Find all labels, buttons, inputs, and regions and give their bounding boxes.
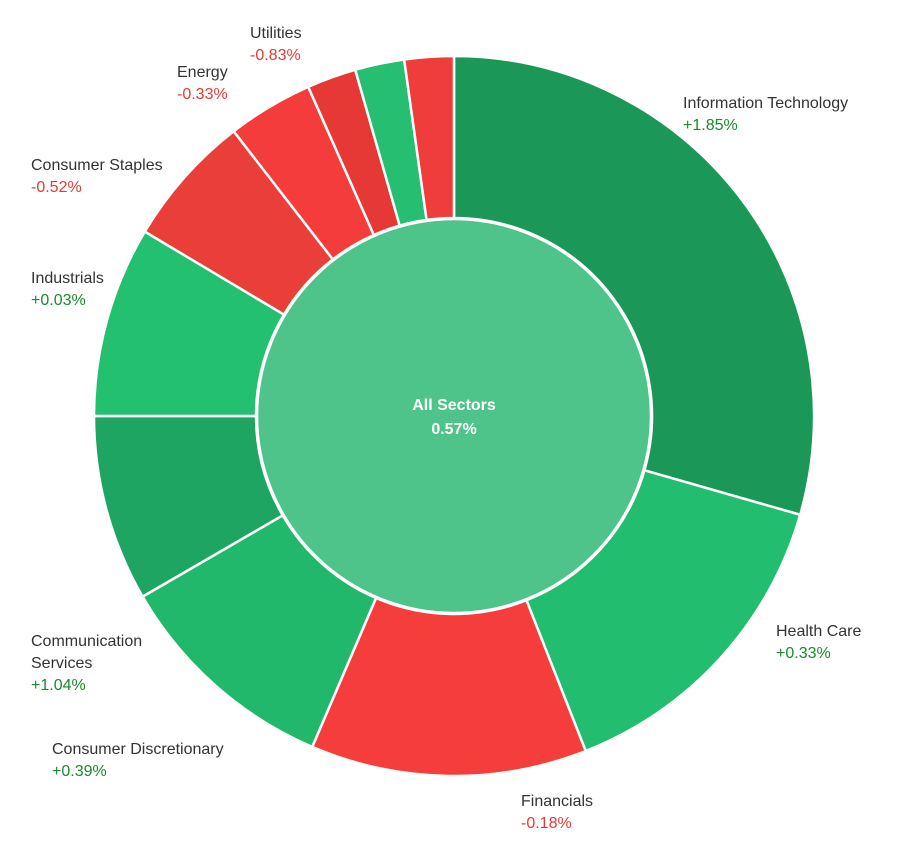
slice-label-change: +0.39% xyxy=(52,763,107,780)
slice-label-name: Energy xyxy=(177,64,228,81)
slice-label-name: Utilities xyxy=(250,25,302,42)
slice-label-name: Health Care xyxy=(776,623,861,640)
slice-label-change: +0.33% xyxy=(776,645,831,662)
center-change: 0.57% xyxy=(431,421,476,438)
slice-label-name: Information Technology xyxy=(683,95,848,112)
slice-label-change: -0.18% xyxy=(521,815,572,832)
center-label: All Sectors xyxy=(412,397,496,414)
center-circle[interactable] xyxy=(255,217,653,615)
slice-label-change: -0.83% xyxy=(250,47,301,64)
slice-label-change: -0.33% xyxy=(177,86,228,103)
slice-label-name: Financials xyxy=(521,793,593,810)
slice-label-name: Consumer Discretionary xyxy=(52,741,224,758)
slice-label-name: Communication Services xyxy=(31,633,142,672)
slice-label-change: -0.52% xyxy=(31,179,82,196)
slice-label-change: +0.03% xyxy=(31,292,86,309)
slice-label-change: +1.85% xyxy=(683,117,738,134)
slice-label-change: +1.04% xyxy=(31,677,86,694)
slice-label-name: Consumer Staples xyxy=(31,157,163,174)
slice-label-name: Industrials xyxy=(31,270,104,287)
